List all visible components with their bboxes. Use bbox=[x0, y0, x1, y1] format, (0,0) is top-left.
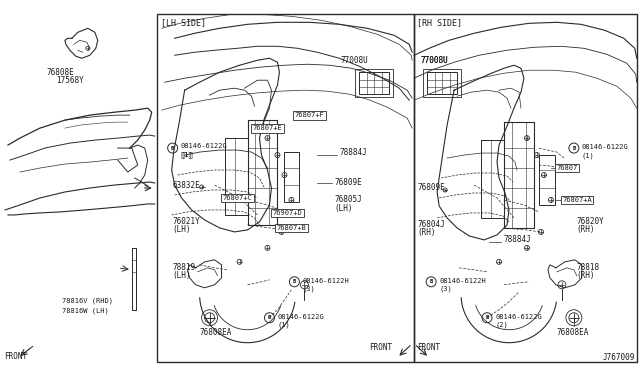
Bar bbox=[157, 15, 414, 362]
Text: [LH SIDE]: [LH SIDE] bbox=[161, 18, 205, 27]
Text: [RH SIDE]: [RH SIDE] bbox=[417, 18, 462, 27]
Text: FRONT: FRONT bbox=[417, 343, 440, 352]
Text: B: B bbox=[171, 145, 174, 151]
Bar bbox=[414, 15, 637, 362]
Text: B: B bbox=[429, 279, 433, 284]
Text: 76808EA: 76808EA bbox=[557, 328, 589, 337]
Text: 1）: 1） bbox=[180, 151, 193, 158]
Text: 77008U: 77008U bbox=[420, 56, 448, 65]
Bar bbox=[539, 155, 555, 205]
Text: 76807+E: 76807+E bbox=[253, 125, 282, 131]
Text: 76804J: 76804J bbox=[417, 221, 445, 230]
Text: B: B bbox=[268, 315, 271, 320]
Text: 76021Y: 76021Y bbox=[173, 217, 200, 227]
Text: 78884J: 78884J bbox=[503, 235, 531, 244]
Text: 77008U: 77008U bbox=[340, 56, 368, 65]
Text: 78816W (LH): 78816W (LH) bbox=[62, 308, 109, 314]
Text: 76807+A: 76807+A bbox=[562, 197, 592, 203]
Text: (LH): (LH) bbox=[173, 271, 191, 280]
Text: 17568Y: 17568Y bbox=[56, 76, 84, 85]
Text: 77008U: 77008U bbox=[420, 56, 448, 65]
Text: B: B bbox=[485, 315, 489, 320]
Text: 76807: 76807 bbox=[556, 165, 577, 171]
Text: (RH): (RH) bbox=[577, 271, 595, 280]
Text: (3): (3) bbox=[303, 286, 315, 292]
Text: 76809E: 76809E bbox=[417, 183, 445, 192]
Text: (RH): (RH) bbox=[417, 228, 436, 237]
Text: J767009: J767009 bbox=[602, 353, 635, 362]
Text: B: B bbox=[292, 279, 296, 284]
Text: 76820Y: 76820Y bbox=[577, 217, 605, 227]
Text: (LH): (LH) bbox=[173, 225, 191, 234]
Text: FRONT: FRONT bbox=[369, 343, 392, 352]
Text: 08146-6122G: 08146-6122G bbox=[582, 144, 628, 150]
Bar bbox=[427, 72, 457, 94]
Text: 63832E: 63832E bbox=[173, 180, 200, 189]
Text: (3): (3) bbox=[439, 286, 452, 292]
Bar bbox=[423, 69, 461, 97]
Text: 76907+D: 76907+D bbox=[273, 210, 302, 216]
Text: 78816V (RHD): 78816V (RHD) bbox=[62, 298, 113, 304]
Text: 76808E: 76808E bbox=[47, 68, 75, 77]
Text: 08146-6122H: 08146-6122H bbox=[439, 278, 486, 284]
Text: (RH): (RH) bbox=[577, 225, 595, 234]
Bar bbox=[355, 69, 393, 97]
Text: 76807+C: 76807+C bbox=[223, 195, 252, 201]
Text: 76808EA: 76808EA bbox=[200, 328, 232, 337]
Text: B: B bbox=[572, 145, 575, 151]
Text: (1): (1) bbox=[278, 322, 290, 328]
Text: 78884J: 78884J bbox=[339, 148, 367, 157]
Text: FRONT: FRONT bbox=[4, 352, 27, 361]
Text: 08146-6122G: 08146-6122G bbox=[278, 314, 324, 320]
Text: 78818: 78818 bbox=[577, 263, 600, 272]
Text: 76805J: 76805J bbox=[334, 195, 362, 205]
Bar bbox=[284, 152, 300, 202]
Text: (1): (1) bbox=[582, 152, 595, 158]
Text: 76807+B: 76807+B bbox=[276, 225, 307, 231]
Text: (1): (1) bbox=[180, 151, 193, 158]
Text: 76809E: 76809E bbox=[334, 177, 362, 186]
Text: 08146-6122H: 08146-6122H bbox=[303, 278, 349, 284]
Text: (2): (2) bbox=[495, 322, 508, 328]
Bar bbox=[359, 72, 389, 94]
Text: 08146-6122G: 08146-6122G bbox=[495, 314, 542, 320]
Text: 78819: 78819 bbox=[173, 263, 196, 272]
Text: 08146-6122G: 08146-6122G bbox=[180, 143, 227, 149]
Text: (LH): (LH) bbox=[334, 205, 353, 214]
Text: 76807+F: 76807+F bbox=[294, 112, 324, 118]
